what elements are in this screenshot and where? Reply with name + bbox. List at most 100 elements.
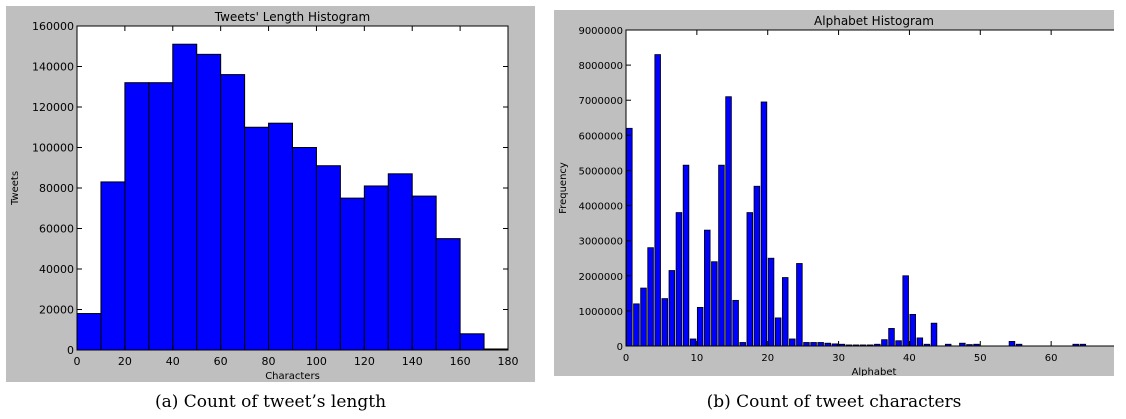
caption-a: (a) Count of tweet’s length: [154, 392, 387, 412]
histogram-bar: [760, 101, 768, 346]
histogram-bar: [881, 339, 888, 346]
histogram-bar: [633, 303, 640, 346]
x-tick-label: 20: [761, 353, 774, 364]
histogram-bar: [244, 126, 270, 351]
histogram-bar: [411, 195, 437, 351]
y-tick-label: 20000: [39, 304, 74, 317]
histogram-bar: [930, 322, 938, 346]
caption-b: (b) Count of tweet characters: [706, 392, 962, 412]
histogram-bar: [387, 173, 413, 351]
plot-area: [626, 30, 1114, 346]
histogram-bar: [902, 275, 909, 346]
x-tick-label: 60: [1045, 353, 1058, 364]
x-tick-label: 0: [623, 353, 629, 364]
histogram-bar: [789, 338, 796, 346]
histogram-bar: [831, 343, 839, 346]
y-tick-label: 7000000: [578, 96, 623, 107]
y-tick-label: 80000: [39, 182, 74, 195]
x-tick-label: 30: [832, 353, 845, 364]
chart-title: Alphabet Histogram: [814, 14, 934, 28]
histogram-bar: [696, 306, 704, 346]
histogram-bar: [874, 343, 881, 346]
histogram-bar: [196, 53, 222, 351]
y-tick-label: 0: [617, 342, 623, 353]
histogram-bar: [916, 337, 924, 346]
histogram-bar: [689, 338, 697, 346]
x-tick-label: 20: [118, 355, 132, 368]
histogram-bar: [76, 313, 102, 351]
y-tick-label: 6000000: [578, 131, 623, 142]
histogram-bar: [1072, 343, 1079, 346]
x-tick-label: 10: [690, 353, 703, 364]
x-tick-label: 100: [306, 355, 327, 368]
y-tick-label: 60000: [39, 223, 74, 236]
histogram-bar: [746, 212, 754, 346]
x-tick-label: 40: [903, 353, 916, 364]
y-tick-label: 140000: [32, 61, 74, 74]
histogram-bar: [810, 342, 817, 346]
x-axis-label: Alphabet: [852, 367, 897, 376]
histogram-bar: [739, 342, 746, 346]
x-tick-label: 140: [402, 355, 423, 368]
histogram-bar: [774, 317, 782, 346]
histogram-bar: [895, 340, 902, 346]
histogram-bar: [292, 147, 317, 351]
histogram-bar: [817, 342, 824, 346]
histogram-bar: [148, 82, 174, 351]
histogram-bar: [1008, 341, 1016, 346]
y-tick-label: 40000: [39, 263, 74, 276]
histogram-bar: [682, 164, 690, 346]
histogram-bar: [725, 96, 732, 346]
y-axis-label: Tweets: [10, 171, 21, 206]
histogram-bar: [888, 328, 895, 346]
y-tick-label: 9000000: [578, 26, 623, 37]
histogram-bar: [1015, 343, 1023, 346]
histogram-bar: [435, 238, 461, 351]
histogram-bar: [100, 181, 126, 351]
histogram-bar: [661, 298, 668, 346]
chart-title: Tweets' Length Histogram: [214, 10, 370, 24]
histogram-bar: [268, 122, 293, 351]
histogram-bar: [711, 261, 718, 346]
histogram-bar: [220, 74, 246, 351]
y-tick-label: 160000: [32, 20, 74, 33]
histogram-bar: [753, 185, 761, 346]
histogram-bar: [459, 333, 485, 351]
histogram-bar: [124, 82, 150, 351]
y-tick-label: 8000000: [578, 61, 623, 72]
chart-tweet-length-histogram: 0 20 40 60 80 100 120 140 160 180 0 20000 40000 60000…: [10, 10, 519, 382]
chart-alphabet-histogram: 0102030405060700100000020000003000000400…: [558, 14, 1114, 376]
histogram-bar: [704, 229, 711, 346]
histogram-bar: [923, 343, 931, 346]
histogram-bar: [647, 247, 654, 346]
y-tick-label: 100000: [32, 142, 74, 155]
histogram-bar: [675, 212, 683, 346]
x-tick-label: 0: [74, 355, 81, 368]
histogram-bar: [796, 263, 803, 346]
histogram-bar: [909, 313, 916, 346]
y-tick-label: 0: [67, 344, 74, 357]
y-tick-label: 120000: [32, 101, 74, 114]
histogram-bar: [767, 257, 775, 346]
histogram-bar: [668, 270, 676, 346]
histogram-bar: [944, 343, 952, 346]
y-tick-label: 1000000: [578, 307, 623, 318]
histogram-bar: [363, 185, 389, 351]
histogram-bar: [654, 54, 661, 346]
x-tick-label: 50: [974, 353, 987, 364]
histogram-bar: [339, 197, 365, 351]
x-tick-label: 120: [354, 355, 375, 368]
y-tick-label: 4000000: [578, 202, 623, 213]
histogram-bar: [718, 164, 725, 346]
plot-frame: [625, 29, 1114, 347]
x-tick-label: 160: [450, 355, 471, 368]
histogram-bar: [640, 287, 647, 346]
x-tick-label: 40: [166, 355, 180, 368]
y-axis-label: Frequency: [558, 162, 569, 214]
y-tick-label: 5000000: [578, 166, 623, 177]
histogram-bar: [626, 127, 633, 346]
histogram-bar: [732, 299, 739, 346]
histogram-bar: [973, 343, 980, 346]
histogram-bar: [315, 165, 341, 351]
histogram-bar: [803, 342, 810, 346]
